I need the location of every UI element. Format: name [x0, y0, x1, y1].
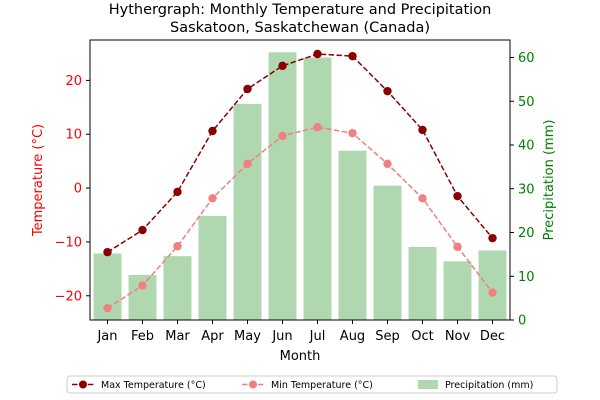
right-y-tick-label: 50 [518, 95, 535, 110]
plot-frame [89, 39, 511, 321]
left-y-tick-label: −20 [55, 289, 82, 304]
precipitation-bar-mar [163, 256, 192, 321]
x-tick-label: Mar [165, 329, 190, 344]
min-temp-point-jan [103, 303, 112, 313]
x-tick-label: Jul [309, 329, 326, 344]
right-y-tick-label: 10 [518, 270, 535, 285]
right-y-tick-label: 20 [518, 226, 535, 241]
max-temp-point-mar [173, 187, 182, 197]
x-tick-label: Jun [271, 329, 292, 344]
x-tick-label: Apr [201, 329, 224, 344]
right-y-tick-label: 30 [518, 182, 535, 197]
min-temp-point-aug [348, 128, 357, 138]
x-tick-label: Nov [445, 329, 471, 344]
min-temp-point-nov [453, 242, 462, 251]
min-temp-point-jun [278, 131, 287, 141]
x-tick-label: Feb [131, 329, 154, 344]
left-y-tick-label: −10 [55, 235, 82, 250]
max-temp-legend-label: Max Temperature (°C) [101, 380, 206, 391]
x-tick-label: Jan [96, 329, 117, 344]
precipitation-bar-may [233, 103, 262, 321]
precipitation-bar-jul [303, 57, 332, 320]
max-temp-point-sep [383, 86, 392, 96]
min-temp-point-oct [418, 194, 427, 203]
x-tick-label: Oct [411, 329, 433, 344]
min-temp-point-feb [138, 281, 147, 290]
left-y-tick-label: 20 [65, 74, 82, 89]
precipitation-bar-jun [268, 52, 297, 320]
chart-subtitle: Saskatoon, Saskatchewan (Canada) [170, 20, 430, 36]
x-tick-label: Dec [480, 329, 505, 344]
left-y-tick-label: 10 [65, 128, 82, 143]
min-temp-legend-marker [249, 380, 257, 389]
max-temp-point-feb [138, 225, 147, 235]
max-temp-point-jul [313, 49, 322, 59]
min-temp-point-apr [208, 194, 217, 203]
max-temp-point-jun [278, 61, 287, 71]
right-y-tick-label: 40 [518, 139, 535, 154]
precipitation-bar-oct [408, 246, 437, 320]
max-temp-point-oct [418, 125, 427, 135]
min-temp-point-mar [173, 242, 182, 251]
precipitation-bar-sep [373, 185, 402, 320]
precipitation-bar-dec [478, 250, 507, 320]
precipitation-bar-aug [338, 150, 367, 320]
x-axis-label: Month [280, 349, 321, 364]
max-temp-legend-marker [79, 380, 87, 389]
right-y-tick-label: 60 [518, 51, 535, 66]
legend: Max Temperature (°C) Min Temperature (°C)… [66, 375, 558, 394]
min-temp-line [107, 126, 494, 309]
precipitation-bar-apr [198, 215, 227, 321]
min-temp-point-may [243, 159, 252, 169]
x-tick-label: May [234, 329, 261, 344]
max-temp-line [107, 53, 494, 253]
min-temp-point-dec [488, 288, 497, 297]
min-temp-point-jul [313, 123, 322, 132]
precipitation-legend-swatch [418, 380, 438, 389]
max-temp-point-aug [348, 51, 357, 61]
x-tick-label: Sep [375, 329, 400, 344]
max-temp-point-may [243, 84, 252, 94]
precipitation-bar-nov [443, 261, 472, 321]
left-y-tick-label: 0 [74, 182, 82, 197]
max-temp-point-apr [208, 126, 217, 136]
min-temp-point-sep [383, 159, 392, 169]
max-temp-point-nov [453, 191, 462, 201]
chart-title: Hythergraph: Monthly Temperature and Pre… [109, 2, 492, 18]
right-axis-label: Precipitation (mm) [542, 120, 557, 241]
max-temp-point-dec [488, 233, 497, 243]
left-axis-label: Temperature (°C) [31, 124, 46, 237]
precipitation-legend-label: Precipitation (mm) [445, 380, 533, 391]
x-tick-label: Aug [340, 329, 365, 344]
min-temp-legend-label: Min Temperature (°C) [271, 380, 373, 391]
max-temp-point-jan [103, 247, 112, 257]
right-y-tick-label: 0 [518, 314, 526, 329]
